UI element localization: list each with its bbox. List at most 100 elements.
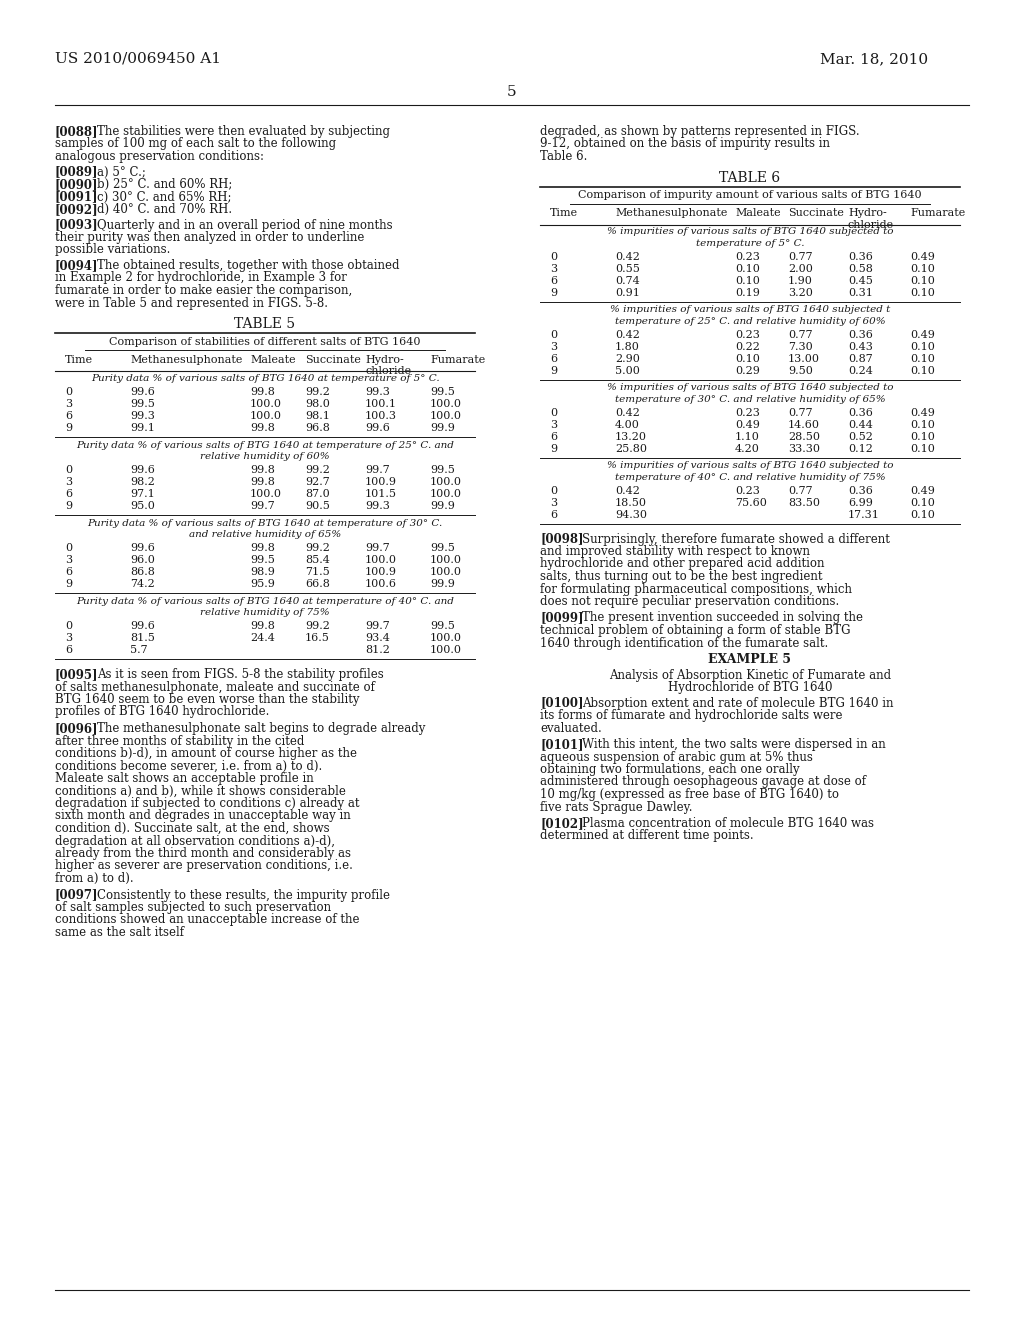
Text: 0.23: 0.23: [735, 252, 760, 261]
Text: 1.90: 1.90: [788, 276, 813, 285]
Text: higher as severer are preservation conditions, i.e.: higher as severer are preservation condi…: [55, 859, 353, 873]
Text: Hydro-: Hydro-: [365, 355, 403, 366]
Text: 0.42: 0.42: [615, 252, 640, 261]
Text: degradation at all observation conditions a)-d),: degradation at all observation condition…: [55, 834, 335, 847]
Text: 0.42: 0.42: [615, 330, 640, 339]
Text: 99.2: 99.2: [305, 543, 330, 553]
Text: 0.45: 0.45: [848, 276, 872, 285]
Text: 99.6: 99.6: [130, 387, 155, 397]
Text: Absorption extent and rate of molecule BTG 1640 in: Absorption extent and rate of molecule B…: [582, 697, 894, 710]
Text: [0099]: [0099]: [540, 611, 584, 624]
Text: 100.0: 100.0: [430, 411, 462, 421]
Text: 99.5: 99.5: [430, 543, 455, 553]
Text: 99.8: 99.8: [250, 465, 274, 475]
Text: condition d). Succinate salt, at the end, shows: condition d). Succinate salt, at the end…: [55, 822, 330, 836]
Text: [0090]: [0090]: [55, 178, 98, 191]
Text: 6: 6: [550, 510, 557, 520]
Text: 99.5: 99.5: [430, 387, 455, 397]
Text: 99.2: 99.2: [305, 387, 330, 397]
Text: 6: 6: [65, 488, 72, 499]
Text: 99.3: 99.3: [130, 411, 155, 421]
Text: [0094]: [0094]: [55, 259, 98, 272]
Text: Succinate: Succinate: [788, 209, 844, 219]
Text: % impurities of various salts of BTG 1640 subjected to: % impurities of various salts of BTG 164…: [607, 384, 893, 392]
Text: 99.6: 99.6: [130, 543, 155, 553]
Text: 0.52: 0.52: [848, 432, 872, 441]
Text: Fumarate: Fumarate: [430, 355, 485, 366]
Text: 0.10: 0.10: [910, 498, 935, 507]
Text: 99.5: 99.5: [430, 620, 455, 631]
Text: conditions b)-d), in amount of course higher as the: conditions b)-d), in amount of course hi…: [55, 747, 357, 760]
Text: BTG 1640 seem to be even worse than the stability: BTG 1640 seem to be even worse than the …: [55, 693, 359, 706]
Text: chloride: chloride: [848, 219, 894, 230]
Text: temperature of 25° C. and relative humidity of 60%: temperature of 25° C. and relative humid…: [614, 317, 886, 326]
Text: 100.0: 100.0: [430, 568, 462, 577]
Text: 0: 0: [65, 387, 72, 397]
Text: 0.10: 0.10: [735, 264, 760, 273]
Text: analogous preservation conditions:: analogous preservation conditions:: [55, 150, 264, 162]
Text: 100.0: 100.0: [250, 488, 282, 499]
Text: 99.7: 99.7: [250, 502, 274, 511]
Text: Methanesulphonate: Methanesulphonate: [130, 355, 243, 366]
Text: Mar. 18, 2010: Mar. 18, 2010: [820, 51, 928, 66]
Text: 86.8: 86.8: [130, 568, 155, 577]
Text: Purity data % of various salts of BTG 1640 at temperature of 40° C. and: Purity data % of various salts of BTG 16…: [76, 597, 454, 606]
Text: 99.8: 99.8: [250, 387, 274, 397]
Text: 1.10: 1.10: [735, 432, 760, 441]
Text: Comparison of impurity amount of various salts of BTG 1640: Comparison of impurity amount of various…: [579, 190, 922, 201]
Text: 100.6: 100.6: [365, 579, 397, 589]
Text: 0.74: 0.74: [615, 276, 640, 285]
Text: Succinate: Succinate: [305, 355, 360, 366]
Text: 6: 6: [550, 432, 557, 441]
Text: temperature of 40° C. and relative humidity of 75%: temperature of 40° C. and relative humid…: [614, 473, 886, 482]
Text: 6.99: 6.99: [848, 498, 872, 507]
Text: c) 30° C. and 65% RH;: c) 30° C. and 65% RH;: [97, 190, 231, 203]
Text: 0.77: 0.77: [788, 486, 813, 495]
Text: 0: 0: [65, 543, 72, 553]
Text: 85.4: 85.4: [305, 554, 330, 565]
Text: 0.10: 0.10: [735, 354, 760, 363]
Text: 9: 9: [65, 579, 72, 589]
Text: [0092]: [0092]: [55, 203, 98, 216]
Text: 100.3: 100.3: [365, 411, 397, 421]
Text: 28.50: 28.50: [788, 432, 820, 441]
Text: 99.3: 99.3: [365, 387, 390, 397]
Text: Plasma concentration of molecule BTG 1640 was: Plasma concentration of molecule BTG 164…: [582, 817, 874, 830]
Text: TABLE 5: TABLE 5: [234, 317, 296, 331]
Text: fumarate in order to make easier the comparison,: fumarate in order to make easier the com…: [55, 284, 352, 297]
Text: 100.0: 100.0: [430, 399, 462, 409]
Text: [0101]: [0101]: [540, 738, 584, 751]
Text: 98.2: 98.2: [130, 477, 155, 487]
Text: 93.4: 93.4: [365, 634, 390, 643]
Text: The present invention succeeded in solving the: The present invention succeeded in solvi…: [582, 611, 863, 624]
Text: 0.10: 0.10: [910, 420, 935, 429]
Text: in Example 2 for hydrochloride, in Example 3 for: in Example 2 for hydrochloride, in Examp…: [55, 272, 347, 285]
Text: 0.19: 0.19: [735, 288, 760, 297]
Text: 0: 0: [550, 486, 557, 495]
Text: chloride: chloride: [365, 366, 411, 376]
Text: conditions a) and b), while it shows considerable: conditions a) and b), while it shows con…: [55, 784, 346, 797]
Text: 13.20: 13.20: [615, 432, 647, 441]
Text: 10 mg/kg (expressed as free base of BTG 1640) to: 10 mg/kg (expressed as free base of BTG …: [540, 788, 839, 801]
Text: obtaining two formulations, each one orally: obtaining two formulations, each one ora…: [540, 763, 800, 776]
Text: of salt samples subjected to such preservation: of salt samples subjected to such preser…: [55, 902, 331, 913]
Text: 0.36: 0.36: [848, 252, 872, 261]
Text: 33.30: 33.30: [788, 444, 820, 454]
Text: [0098]: [0098]: [540, 532, 584, 545]
Text: and relative humidity of 65%: and relative humidity of 65%: [188, 531, 341, 539]
Text: 5: 5: [507, 84, 517, 99]
Text: 0.10: 0.10: [910, 432, 935, 441]
Text: administered through oesophageous gavage at dose of: administered through oesophageous gavage…: [540, 776, 866, 788]
Text: [0097]: [0097]: [55, 888, 98, 902]
Text: 71.5: 71.5: [305, 568, 330, 577]
Text: were in Table 5 and represented in FIGS. 5-8.: were in Table 5 and represented in FIGS.…: [55, 297, 328, 309]
Text: 99.7: 99.7: [365, 543, 390, 553]
Text: 99.9: 99.9: [430, 422, 455, 433]
Text: temperature of 5° C.: temperature of 5° C.: [695, 239, 804, 248]
Text: does not require peculiar preservation conditions.: does not require peculiar preservation c…: [540, 595, 840, 609]
Text: 99.6: 99.6: [130, 465, 155, 475]
Text: 7.30: 7.30: [788, 342, 813, 351]
Text: evaluated.: evaluated.: [540, 722, 602, 734]
Text: 5.7: 5.7: [130, 645, 147, 655]
Text: 0.91: 0.91: [615, 288, 640, 297]
